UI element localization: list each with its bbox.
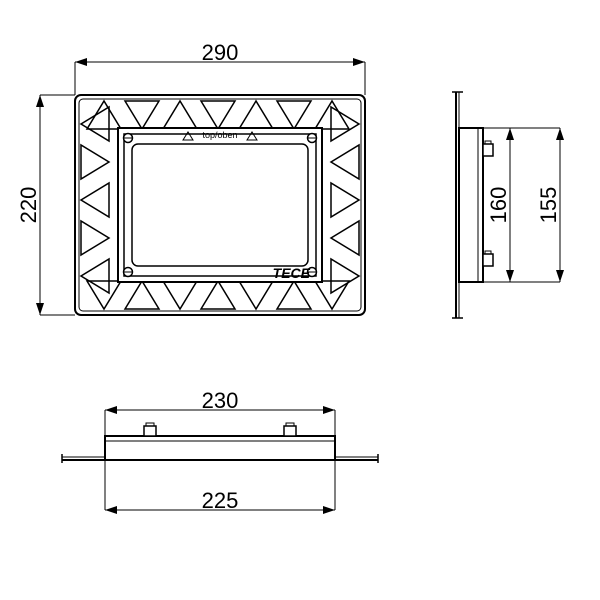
dim-220: 220 bbox=[16, 187, 41, 224]
front-view: top/oben TECE bbox=[75, 95, 365, 315]
technical-drawing: top/oben TECE 290 220 160 155 230 225 bbox=[0, 0, 600, 600]
dim-230: 230 bbox=[202, 388, 239, 413]
dim-160: 160 bbox=[486, 187, 511, 224]
bottom-view bbox=[62, 423, 378, 463]
brand-text: TECE bbox=[273, 265, 311, 281]
dim-225: 225 bbox=[202, 488, 239, 513]
top-oben-label: top/oben bbox=[202, 130, 237, 140]
dim-290: 290 bbox=[202, 40, 239, 65]
dim-155: 155 bbox=[536, 187, 561, 224]
